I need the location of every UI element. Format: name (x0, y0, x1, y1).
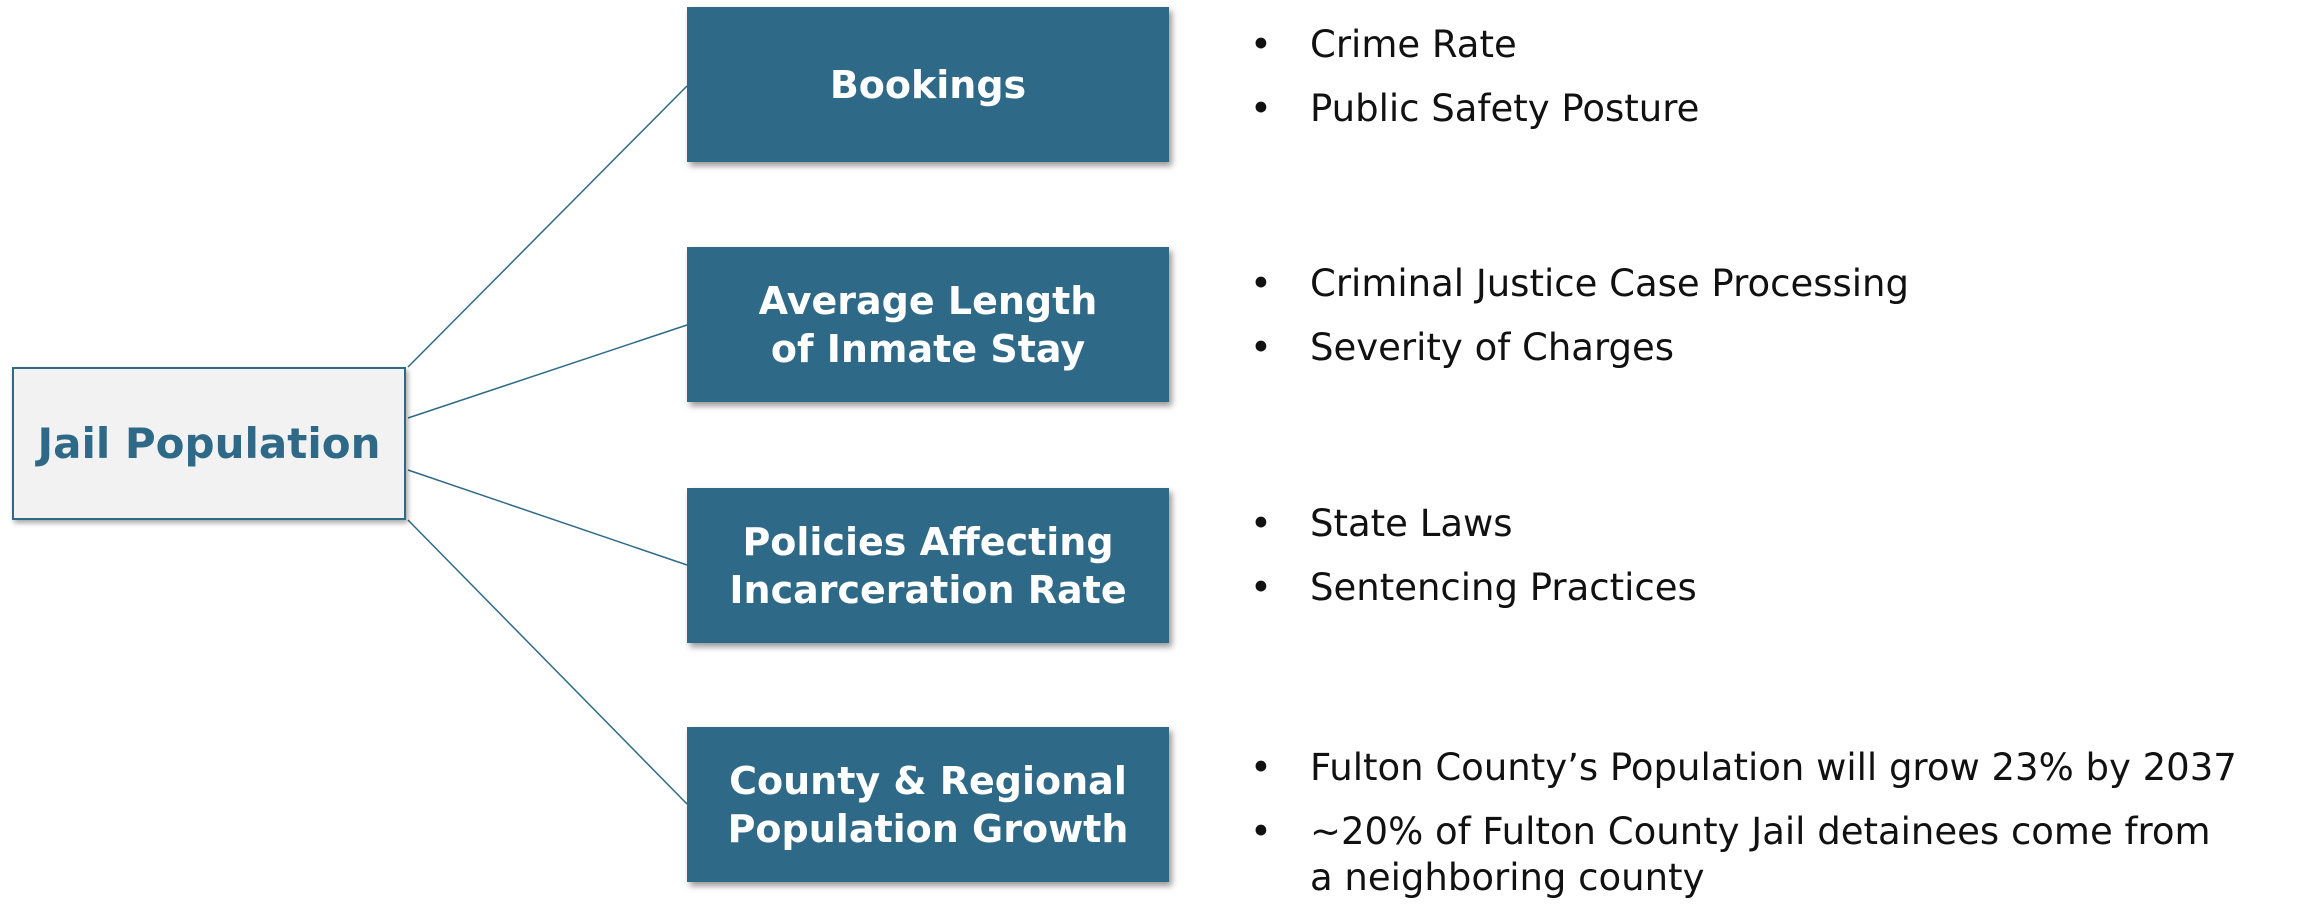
node-label: Incarceration Rate (729, 567, 1127, 612)
node-label: Average Length (758, 278, 1098, 323)
branch-node: Average Length of Inmate Stay (687, 247, 1169, 402)
bullet-list: Criminal Justice Case Processing Severity… (1250, 261, 2300, 389)
connector (407, 519, 688, 805)
node-label: Bookings (829, 62, 1027, 107)
bullet-list: Crime Rate Public Safety Posture (1250, 22, 2300, 150)
bullet-item: Severity of Charges (1250, 325, 2240, 371)
node-label: County & Regional (729, 758, 1127, 803)
bullet-list: Fulton County’s Population will grow 23%… (1250, 745, 2300, 919)
connector (407, 324, 688, 419)
bullet-item: State Laws (1250, 501, 2240, 547)
node-label: of Inmate Stay (770, 326, 1086, 371)
bullet-item: Fulton County’s Population will grow 23%… (1250, 745, 2240, 791)
branch-node: Bookings (687, 7, 1169, 162)
connector (407, 85, 688, 368)
node-label: Policies Affecting (742, 519, 1114, 564)
branch-node: County & Regional Population Growth (687, 727, 1169, 882)
root-node: Jail Population (12, 367, 406, 520)
branch-node: Policies Affecting Incarceration Rate (687, 488, 1169, 643)
bullet-item: Public Safety Posture (1250, 86, 2240, 132)
bullet-item: Criminal Justice Case Processing (1250, 261, 2240, 307)
node-label: Population Growth (727, 806, 1129, 851)
bullet-list: State Laws Sentencing Practices (1250, 501, 2300, 629)
bullet-item: Crime Rate (1250, 22, 2240, 68)
bullet-item: Sentencing Practices (1250, 565, 2240, 611)
bullet-item: ~20% of Fulton County Jail detainees com… (1250, 809, 2240, 901)
connector (407, 469, 688, 566)
